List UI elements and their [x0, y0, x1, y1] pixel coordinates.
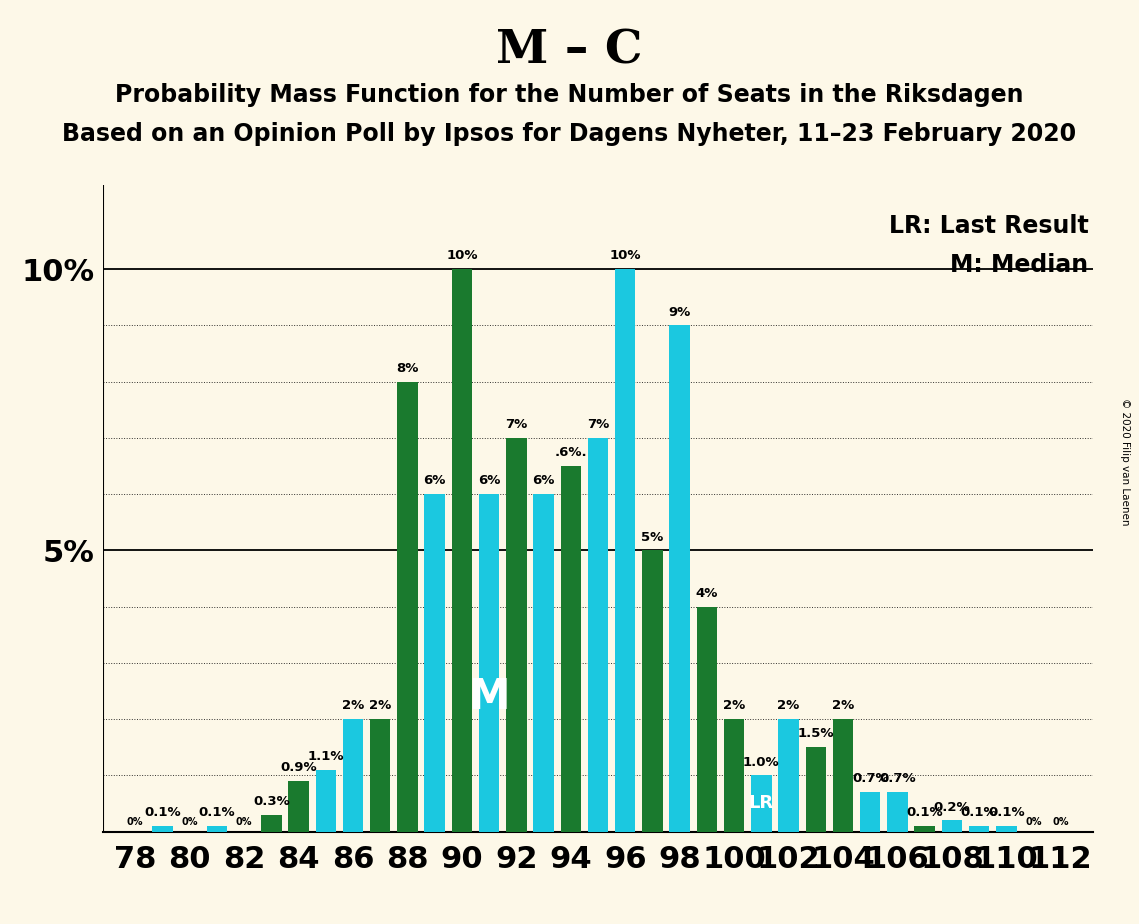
- Bar: [833, 719, 853, 832]
- Bar: [478, 494, 499, 832]
- Bar: [506, 438, 526, 832]
- Text: 9%: 9%: [669, 306, 690, 319]
- Bar: [615, 269, 636, 832]
- Text: M: Median: M: Median: [950, 252, 1089, 276]
- Bar: [343, 719, 363, 832]
- Text: .6%.: .6%.: [555, 446, 587, 459]
- Bar: [642, 551, 663, 832]
- Text: 8%: 8%: [396, 362, 419, 375]
- Bar: [398, 382, 418, 832]
- Text: 0%: 0%: [236, 817, 253, 827]
- Text: 7%: 7%: [506, 419, 527, 432]
- Text: © 2020 Filip van Laenen: © 2020 Filip van Laenen: [1120, 398, 1130, 526]
- Bar: [887, 792, 908, 832]
- Text: 2%: 2%: [831, 699, 854, 712]
- Text: 10%: 10%: [609, 249, 641, 262]
- Text: 0.3%: 0.3%: [253, 795, 289, 808]
- Text: LR: LR: [748, 795, 773, 812]
- Bar: [724, 719, 744, 832]
- Bar: [452, 269, 472, 832]
- Text: 0.1%: 0.1%: [145, 807, 181, 820]
- Text: 0%: 0%: [1052, 817, 1070, 827]
- Bar: [261, 815, 281, 832]
- Text: 5%: 5%: [641, 530, 664, 543]
- Text: 0.1%: 0.1%: [198, 807, 235, 820]
- Bar: [997, 826, 1016, 832]
- Text: 0.1%: 0.1%: [907, 807, 943, 820]
- Bar: [778, 719, 798, 832]
- Text: M: M: [468, 675, 510, 718]
- Bar: [942, 821, 962, 832]
- Text: 1.1%: 1.1%: [308, 750, 344, 763]
- Text: 0.9%: 0.9%: [280, 761, 317, 774]
- Text: 6%: 6%: [532, 474, 555, 487]
- Text: Based on an Opinion Poll by Ipsos for Dagens Nyheter, 11–23 February 2020: Based on an Opinion Poll by Ipsos for Da…: [63, 122, 1076, 146]
- Text: 2%: 2%: [369, 699, 392, 712]
- Bar: [560, 466, 581, 832]
- Text: 0.7%: 0.7%: [852, 772, 888, 785]
- Bar: [206, 826, 227, 832]
- Bar: [915, 826, 935, 832]
- Text: 6%: 6%: [424, 474, 445, 487]
- Bar: [288, 781, 309, 832]
- Bar: [370, 719, 391, 832]
- Text: 10%: 10%: [446, 249, 477, 262]
- Text: 0.1%: 0.1%: [961, 807, 998, 820]
- Bar: [697, 607, 718, 832]
- Bar: [751, 775, 771, 832]
- Text: LR: Last Result: LR: Last Result: [888, 213, 1089, 237]
- Bar: [670, 325, 690, 832]
- Text: 0.7%: 0.7%: [879, 772, 916, 785]
- Text: 1.0%: 1.0%: [743, 756, 779, 769]
- Text: 4%: 4%: [696, 587, 718, 600]
- Text: 0%: 0%: [181, 817, 198, 827]
- Text: 0.1%: 0.1%: [988, 807, 1025, 820]
- Text: 2%: 2%: [723, 699, 745, 712]
- Text: 1.5%: 1.5%: [797, 727, 834, 740]
- Bar: [425, 494, 445, 832]
- Text: 6%: 6%: [478, 474, 500, 487]
- Text: Probability Mass Function for the Number of Seats in the Riksdagen: Probability Mass Function for the Number…: [115, 83, 1024, 107]
- Text: 2%: 2%: [342, 699, 364, 712]
- Bar: [588, 438, 608, 832]
- Bar: [316, 770, 336, 832]
- Text: 7%: 7%: [587, 419, 609, 432]
- Bar: [860, 792, 880, 832]
- Bar: [969, 826, 990, 832]
- Text: 0.2%: 0.2%: [934, 800, 970, 814]
- Bar: [153, 826, 173, 832]
- Text: 0%: 0%: [1025, 817, 1042, 827]
- Bar: [533, 494, 554, 832]
- Bar: [805, 748, 826, 832]
- Text: 2%: 2%: [778, 699, 800, 712]
- Text: 0%: 0%: [126, 817, 144, 827]
- Text: M – C: M – C: [497, 28, 642, 74]
